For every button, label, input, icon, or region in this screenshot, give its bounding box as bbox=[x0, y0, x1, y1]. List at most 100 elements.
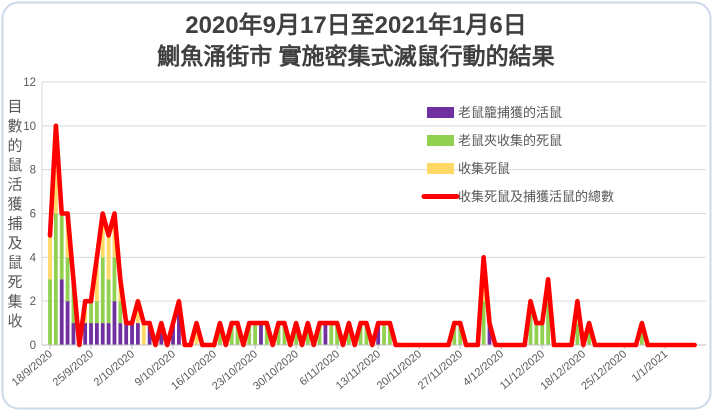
bar-segment bbox=[65, 257, 70, 302]
bar-segment bbox=[65, 301, 70, 345]
bar-segment bbox=[305, 323, 310, 345]
legend-swatch-collected-dead-rats bbox=[427, 163, 454, 174]
bar-segment bbox=[100, 257, 105, 324]
chart-title-line2: 鰂魚涌街市 實施密集式滅鼠行動的結果 bbox=[157, 43, 554, 69]
y-tick-label: 2 bbox=[30, 296, 36, 308]
bar-segment bbox=[48, 235, 52, 280]
y-tick-label: 10 bbox=[23, 121, 36, 133]
bar-segment bbox=[364, 323, 369, 345]
bar-segment bbox=[282, 323, 287, 345]
y-axis-title-char: 收 bbox=[7, 313, 22, 330]
bar-segment bbox=[481, 301, 486, 345]
bar-segment bbox=[89, 323, 93, 345]
bar-segment bbox=[452, 323, 457, 345]
bar-segment bbox=[71, 323, 76, 345]
bar-segment bbox=[112, 301, 117, 345]
bar-segment bbox=[83, 323, 88, 345]
bar-segment bbox=[89, 301, 93, 324]
bar-segment bbox=[177, 301, 181, 345]
y-tick-label: 4 bbox=[30, 252, 37, 264]
y-axis-title-char: 活 bbox=[7, 176, 22, 193]
x-tick-label: 13/11/2020 bbox=[334, 348, 383, 392]
bar-segment bbox=[106, 323, 111, 345]
x-tick-label: 1/1/2021 bbox=[630, 348, 671, 385]
bar-segment bbox=[259, 323, 263, 345]
bar-segment bbox=[346, 323, 351, 345]
bar-segment bbox=[387, 323, 392, 345]
bar-segment bbox=[253, 323, 257, 345]
y-axis-title-char: 的 bbox=[7, 137, 22, 154]
x-tick-label: 30/10/2020 bbox=[251, 348, 301, 393]
bar-segment bbox=[118, 301, 123, 324]
bar-segment bbox=[587, 323, 592, 345]
bar-segment bbox=[229, 323, 234, 345]
legend-label-trap-dead-rats: 老鼠夾收集的死鼠 bbox=[458, 133, 562, 148]
bar-segment bbox=[329, 323, 334, 345]
y-axis-title-char: 目 bbox=[7, 98, 22, 115]
bar-segment bbox=[294, 323, 299, 345]
bar-segment bbox=[112, 257, 117, 302]
legend-label-live-rats: 老鼠籠捕獲的活鼠 bbox=[458, 105, 562, 120]
bar-segment bbox=[171, 323, 175, 345]
bar-segment bbox=[487, 323, 492, 345]
x-tick-label: 25/9/2020 bbox=[51, 348, 96, 389]
bar-segment bbox=[94, 257, 99, 302]
y-tick-label: 6 bbox=[30, 209, 36, 221]
bar-segment bbox=[94, 301, 99, 324]
y-axis-title-char: 死 bbox=[7, 274, 22, 291]
y-axis-title-char: 獲 bbox=[7, 196, 22, 213]
bar-segment bbox=[376, 323, 381, 345]
legend-swatch-live-rats bbox=[427, 107, 454, 118]
y-axis-title-char: 及 bbox=[7, 235, 22, 252]
y-tick-label: 12 bbox=[23, 77, 36, 89]
bar-segment bbox=[540, 323, 545, 345]
bar-segment bbox=[247, 323, 252, 345]
y-axis-title-char: 集 bbox=[7, 293, 22, 310]
x-tick-label: 25/12/2020 bbox=[579, 348, 629, 393]
y-axis-title-char: 捕 bbox=[7, 215, 22, 232]
bar-segment bbox=[147, 323, 152, 345]
bar-segment bbox=[106, 235, 111, 280]
bar-segment bbox=[53, 125, 58, 214]
bar-segment bbox=[106, 279, 111, 324]
bar-segment bbox=[382, 323, 386, 345]
bar-segment bbox=[323, 323, 328, 345]
bar-segment bbox=[276, 323, 281, 345]
bar-segment bbox=[235, 323, 240, 345]
bar-segment bbox=[546, 301, 550, 345]
bar-segment bbox=[639, 323, 644, 345]
bar-segment bbox=[534, 323, 539, 345]
legend-label-total: 收集死鼠及捕獲活鼠的總數 bbox=[458, 189, 614, 204]
x-tick-label: 18/9/2020 bbox=[10, 348, 55, 389]
bar-segment bbox=[358, 323, 363, 345]
x-tick-label: 27/11/2020 bbox=[416, 348, 465, 392]
chart-title-line1: 2020年9月17日至2021年1月6日 bbox=[185, 11, 527, 39]
y-tick-label: 0 bbox=[30, 340, 36, 352]
bar-segment bbox=[458, 323, 463, 345]
bar-segment bbox=[528, 301, 533, 345]
bar-segment bbox=[124, 323, 129, 345]
bar-segment bbox=[136, 301, 140, 324]
y-axis-title-char: 數 bbox=[7, 118, 22, 135]
bar-segment bbox=[59, 213, 64, 280]
bar-segment bbox=[59, 279, 64, 345]
legend-label-collected-dead-rats: 收集死鼠 bbox=[458, 161, 510, 176]
x-tick-label: 20/11/2020 bbox=[375, 348, 424, 392]
x-tick-label: 2/10/2020 bbox=[92, 348, 137, 389]
legend-swatch-trap-dead-rats bbox=[427, 135, 454, 146]
bar-segment bbox=[118, 323, 123, 345]
legend: 老鼠籠捕獲的活鼠 老鼠夾收集的死鼠 收集死鼠 收集死鼠及捕獲活鼠的總數 bbox=[421, 105, 614, 204]
bar-segment bbox=[48, 279, 52, 345]
bar-segment bbox=[575, 323, 580, 345]
bar-segment bbox=[53, 213, 58, 345]
bar-segment bbox=[130, 323, 134, 345]
bar-segment bbox=[100, 213, 105, 258]
bar-segment bbox=[159, 323, 164, 345]
bar-segment bbox=[317, 323, 322, 345]
total-line bbox=[47, 123, 697, 348]
bar-segment bbox=[264, 323, 269, 345]
y-axis-title-char: 鼠 bbox=[7, 254, 22, 271]
bar-segment bbox=[136, 323, 140, 345]
